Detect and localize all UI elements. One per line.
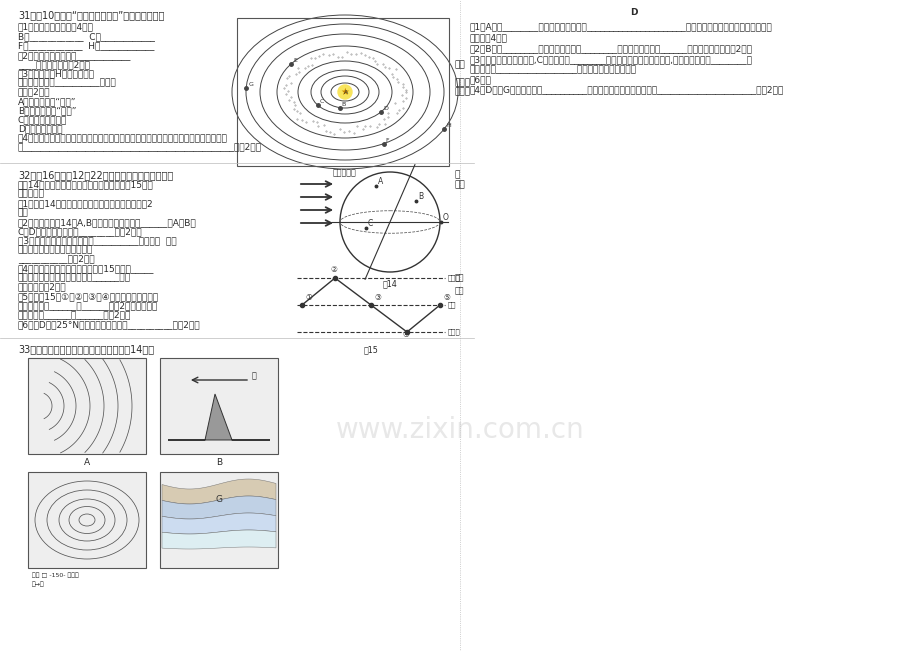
Polygon shape <box>162 479 276 504</box>
FancyBboxPatch shape <box>28 472 146 568</box>
FancyBboxPatch shape <box>160 358 278 454</box>
Text: （4）D图中G处地质构造是__________，该处地貌形成的主要缘由是______________________。（2分）: （4）D图中G处地质构造是__________，该处地貌形成的主要缘由是____… <box>470 85 783 94</box>
Text: ___________。（2分）: ___________。（2分） <box>18 254 95 263</box>
Text: A: A <box>84 458 90 467</box>
Text: ②: ② <box>330 265 336 274</box>
Text: 风: 风 <box>252 371 256 380</box>
Text: （2）这一天，图14中A,B两地先见到日出的是______，A、B、: （2）这一天，图14中A,B两地先见到日出的是______，A、B、 <box>18 218 197 227</box>
Text: （图14）和太阳直射点的回归移动示意图（图15），: （图14）和太阳直射点的回归移动示意图（图15）， <box>18 180 153 189</box>
Text: F：____________  H：____________: F：____________ H：____________ <box>18 41 154 50</box>
Text: 选择填: 选择填 <box>455 87 471 96</box>
Text: 地貌。（4分）: 地貌。（4分） <box>470 33 507 42</box>
Text: 完成: 完成 <box>455 180 465 189</box>
FancyBboxPatch shape <box>160 472 278 568</box>
Circle shape <box>337 85 352 99</box>
Text: ③: ③ <box>374 293 380 302</box>
Text: 南回归: 南回归 <box>448 329 460 335</box>
Text: （6）若D点为25°N，则此刻北京时间为__________。（2分）: （6）若D点为25°N，则此刻北京时间为__________。（2分） <box>18 320 200 329</box>
Text: 北回归: 北回归 <box>448 275 460 281</box>
Text: （1）在图14上画出晨昏线，用阴影表示夜半球。（2: （1）在图14上画出晨昏线，用阴影表示夜半球。（2 <box>18 199 153 208</box>
Text: （2）图中小行星带位于____________: （2）图中小行星带位于____________ <box>18 51 131 60</box>
Text: 是_______________________________________________。（2分）: 是_______________________________________… <box>18 142 262 151</box>
Text: 星与: 星与 <box>455 60 465 69</box>
Text: A: A <box>344 90 347 96</box>
Text: ④: ④ <box>402 330 408 339</box>
Text: G: G <box>248 82 253 87</box>
Text: ★: ★ <box>340 87 349 97</box>
Text: （5）在图15的①、②、③、④四点中能够表示全球: （5）在图15的①、②、③、④四点中能够表示全球 <box>18 292 159 301</box>
Text: O: O <box>443 213 448 222</box>
Text: G: G <box>215 495 222 505</box>
Text: ①: ① <box>305 293 312 302</box>
Text: 纬度: 纬度 <box>455 273 464 282</box>
Text: 图: 图 <box>455 170 460 179</box>
Text: B: B <box>341 102 346 107</box>
Text: C．大气层将会消逃: C．大气层将会消逃 <box>18 115 67 124</box>
Polygon shape <box>168 394 269 440</box>
Text: F: F <box>385 138 389 143</box>
FancyBboxPatch shape <box>28 358 146 454</box>
Text: （2）B图是________地貌，往往形成于________地区，其迎风坡是______（左坡或右坡）。（2分）: （2）B图是________地貌，往往形成于________地区，其迎风坡是__… <box>470 44 752 53</box>
Text: B．变为寒冷的“冰球”: B．变为寒冷的“冰球” <box>18 106 76 115</box>
Text: 经线: 经线 <box>455 286 464 295</box>
Text: 32．（16分）读12月22日太阳光照射地球表面示意: 32．（16分）读12月22日太阳光照射地球表面示意 <box>18 170 173 180</box>
Text: 分）: 分） <box>18 208 28 217</box>
Text: E: E <box>293 58 297 63</box>
Text: 推断理由是__________________；此处地形的形成缘由是: 推断理由是__________________；此处地形的形成缘由是 <box>470 65 636 74</box>
Text: 图14: 图14 <box>382 279 397 288</box>
Text: （1）A图是________地貌，其形成缘由是______________________，这种作用在出山口位置还可能形成: （1）A图是________地貌，其形成缘由是_________________… <box>470 22 772 31</box>
Text: B：____________  C：____________: B：____________ C：____________ <box>18 32 154 41</box>
Text: C: C <box>368 219 373 228</box>
Text: 下列要求。: 下列要求。 <box>18 189 45 198</box>
Text: （1）填写行星名称：（4分）: （1）填写行星名称：（4分） <box>18 22 94 31</box>
Text: （4）这一天，太阳直射点在图（图15）中的_____: （4）这一天，太阳直射点在图（图15）中的_____ <box>18 264 154 273</box>
Text: D．体积将会变小: D．体积将会变小 <box>18 124 62 133</box>
Text: 图例 □ -150- 等高线: 图例 □ -150- 等高线 <box>32 572 79 577</box>
Text: （4）地球上存在生命物质与其所处的宇宙环境关系密切，此图所反映的有利的宇宙环境: （4）地球上存在生命物质与其所处的宇宙环境关系密切，此图所反映的有利的宇宙环境 <box>18 133 228 142</box>
Text: B: B <box>417 192 423 201</box>
Text: 图15: 图15 <box>363 345 378 354</box>
Text: H: H <box>446 123 450 128</box>
Text: 赤道: 赤道 <box>448 301 456 309</box>
Polygon shape <box>162 513 276 534</box>
Text: 行，则: 行，则 <box>455 78 471 87</box>
Text: 空）（2分）: 空）（2分） <box>18 87 51 96</box>
Text: （3）依据等高线数値推断,C图中地形是________，依据岩层的新老关系推断,该图地质构造是________，: （3）依据等高线数値推断,C图中地形是________，依据岩层的新老关系推断,… <box>470 55 752 64</box>
Text: 向）移动。（2分）: 向）移动。（2分） <box>18 282 66 291</box>
Text: （6分）: （6分） <box>470 75 492 84</box>
Text: 位置上；该日以后太阳直射点向______（方: 位置上；该日以后太阳直射点向______（方 <box>18 273 130 282</box>
Text: A: A <box>378 177 383 186</box>
Text: A．变为酥热的“火球”: A．变为酥热的“火球” <box>18 97 76 106</box>
Text: 会发生的现象有__________（单项: 会发生的现象有__________（单项 <box>18 78 117 87</box>
Text: ⑤: ⑤ <box>443 293 449 302</box>
Text: （3）这一天，正午太阳高度由__________向南北两  側降: （3）这一天，正午太阳高度由__________向南北两 側降 <box>18 236 176 245</box>
Polygon shape <box>162 530 276 549</box>
Text: 31．（10分）读“太阳系模式示意”图，回答问题。: 31．（10分）读“太阳系模式示意”图，回答问题。 <box>18 10 165 20</box>
Text: 平分现象的有______、______，（2分）晨昏线和: 平分现象的有______、______，（2分）晨昏线和 <box>18 301 158 310</box>
Text: www.zixin.com.cn: www.zixin.com.cn <box>335 416 584 444</box>
Text: 老→新: 老→新 <box>32 581 45 587</box>
Text: 低；正午太阳高度达最大値的是: 低；正午太阳高度达最大値的是 <box>18 245 93 254</box>
Text: ____星轨道之间。（2分）: ____星轨道之间。（2分） <box>18 60 90 69</box>
Text: （3）若地球在H行星轨道上运: （3）若地球在H行星轨道上运 <box>18 69 95 78</box>
Text: C: C <box>320 99 323 104</box>
Text: D: D <box>630 8 637 17</box>
Text: 33．读下面一组地图，完成下列问题。（14分）: 33．读下面一组地图，完成下列问题。（14分） <box>18 344 154 354</box>
Text: C、D四地白昼最长的是________。（2分）: C、D四地白昼最长的是________。（2分） <box>18 227 142 236</box>
Text: 太阳系模式: 太阳系模式 <box>333 168 357 177</box>
Polygon shape <box>162 496 276 519</box>
Text: 圈重合的有______、______。（2分）: 圈重合的有______、______。（2分） <box>18 310 131 319</box>
Text: B: B <box>216 458 221 467</box>
Text: D: D <box>382 106 388 111</box>
